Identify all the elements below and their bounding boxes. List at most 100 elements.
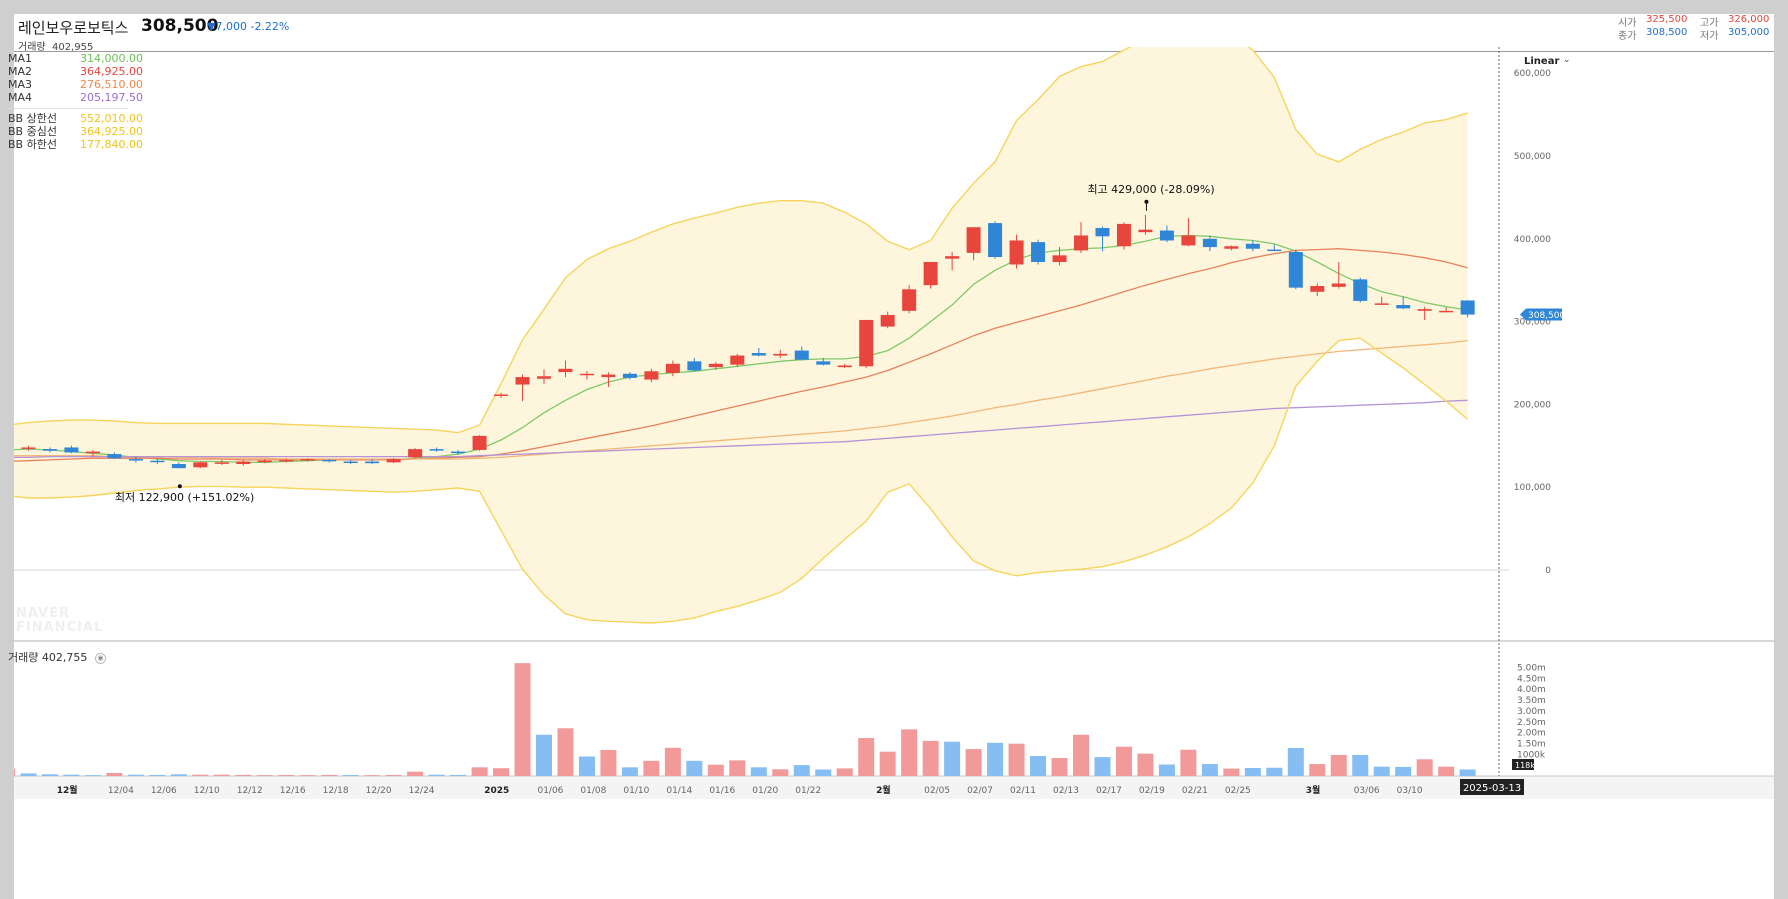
low-marker — [177, 484, 182, 489]
volume-bar — [1115, 746, 1132, 776]
legend-label: BB 하한선 — [8, 138, 57, 151]
legend-label: MA1 — [8, 52, 33, 65]
candle-body — [1310, 285, 1325, 292]
legend-value: 552,010.00 — [80, 112, 143, 125]
legend-row: MA2 364,925.00 — [8, 65, 143, 78]
candle-body — [730, 355, 745, 365]
volume-bar — [793, 765, 810, 776]
high-annotation: 최고 429,000 (-28.09%) — [1087, 183, 1214, 196]
legend-row: BB 상한선 552,010.00 — [8, 112, 143, 125]
candle-body — [21, 447, 36, 449]
volume-label: 거래량 — [18, 42, 46, 53]
legend-divider — [8, 108, 128, 109]
volume-panel-label: 거래량 — [8, 651, 39, 664]
y-tick-label: 200,000 — [1514, 400, 1551, 410]
chevron-down-icon[interactable]: ⌄ — [1563, 55, 1571, 65]
y-tick-label: 600,000 — [1514, 69, 1551, 79]
legend-value: 314,000.00 — [80, 52, 143, 65]
plot-area: 최저 122,900 (+151.02%) 최고 429,000 (-28.09%… — [14, 47, 1475, 624]
volume-bar — [858, 738, 875, 776]
candle-body — [85, 451, 100, 454]
volume-bar — [1373, 766, 1390, 776]
candle-body — [923, 261, 938, 286]
candle-body — [579, 373, 594, 376]
x-tick-label: 2025 — [484, 786, 509, 796]
volume-bar — [428, 774, 445, 776]
scale-mode-toggle[interactable]: Linear — [1524, 56, 1560, 67]
volume-tick-label: 3.00m — [1517, 707, 1546, 717]
legend-row: MA4 205,197.50 — [8, 91, 143, 104]
chart-panel: 레인보우로보틱스 308,500 ▼7,000 -2.22% 거래량 402,9… — [8, 14, 1774, 899]
x-tick-label: 12/18 — [323, 786, 349, 796]
current-date-label: 2025-03-13 — [1463, 783, 1521, 794]
y-tick-label: 400,000 — [1514, 235, 1551, 245]
candle-body — [42, 449, 57, 451]
volume-bar — [1030, 756, 1047, 776]
candle-body — [257, 460, 272, 463]
legend-value: 276,510.00 — [80, 78, 143, 91]
volume-bar — [901, 729, 918, 776]
candle-body — [622, 373, 637, 378]
series-line-BB-하한선 — [14, 337, 1469, 624]
candle-body — [1331, 283, 1346, 287]
candle-body — [279, 459, 294, 462]
candle-body — [1224, 246, 1239, 249]
volume-bar — [192, 774, 209, 776]
x-tick-label: 02/05 — [924, 786, 950, 796]
volume-tick-label: 2.50m — [1517, 718, 1546, 728]
watermark-line: NAVER — [16, 606, 71, 621]
x-tick-label: 03/06 — [1354, 786, 1380, 796]
bollinger-band-fill — [14, 47, 1468, 623]
series-line-MA4 — [14, 399, 1468, 459]
volume-bar — [1094, 757, 1111, 776]
volume-bar — [256, 775, 273, 776]
legend-row: MA1 314,000.00 — [8, 52, 143, 65]
volume-bar — [364, 775, 381, 776]
high-label: 고가 — [1700, 18, 1719, 29]
candle-body — [1374, 303, 1389, 305]
candle-body — [837, 365, 852, 368]
volume-tick-label: 4.50m — [1517, 674, 1546, 684]
x-tick-label: 12/16 — [280, 786, 306, 796]
volume-bar — [235, 774, 252, 776]
open-label: 시가 — [1618, 18, 1637, 29]
volume-bar — [41, 774, 58, 776]
volume-bar — [987, 742, 1004, 776]
volume-bar — [729, 760, 746, 776]
x-tick-label: 12/06 — [151, 786, 177, 796]
x-tick-label: 02/17 — [1096, 786, 1122, 796]
volume-bar — [20, 773, 37, 776]
volume-bar — [944, 741, 961, 776]
candle-body — [515, 377, 530, 385]
volume-bar — [63, 774, 80, 776]
x-tick-label: 01/14 — [666, 786, 692, 796]
x-tick-label: 01/20 — [752, 786, 778, 796]
volume-value: 402,955 — [51, 42, 94, 53]
candle-body — [880, 314, 895, 327]
candle-body — [1267, 249, 1282, 252]
legend-label: MA4 — [8, 91, 33, 104]
indicator-legend: MA1 314,000.00 MA2 364,925.00 MA3 276,510.00 M… — [8, 52, 143, 151]
legend-row: BB 하한선 177,840.00 — [8, 138, 143, 151]
x-tick-label: 01/10 — [623, 786, 649, 796]
candle-body — [1417, 309, 1432, 311]
x-tick-label: 02/07 — [967, 786, 993, 796]
y-tick-label: 500,000 — [1514, 152, 1551, 162]
price-chart[interactable]: 최저 122,900 (+151.02%) 최고 429,000 (-28.09%… — [14, 14, 1774, 899]
y-tick-label: 0 — [1545, 566, 1551, 576]
volume-bar — [213, 774, 230, 776]
volume-bar — [1438, 766, 1455, 776]
volume-bar — [1137, 753, 1154, 776]
candle-body — [1245, 243, 1260, 249]
volume-panel-value: 402,755 — [41, 651, 88, 664]
volume-settings-icon[interactable]: ◉ — [94, 652, 106, 664]
candle-body — [1202, 238, 1217, 248]
volume-bar — [922, 740, 939, 776]
volume-bar — [1287, 748, 1304, 776]
volume-bar — [664, 747, 681, 776]
volume-bar — [1008, 743, 1025, 776]
x-tick-label: 12/12 — [237, 786, 263, 796]
volume-bar — [1244, 767, 1261, 776]
volume-bar — [643, 760, 660, 776]
candle-body — [537, 376, 551, 379]
